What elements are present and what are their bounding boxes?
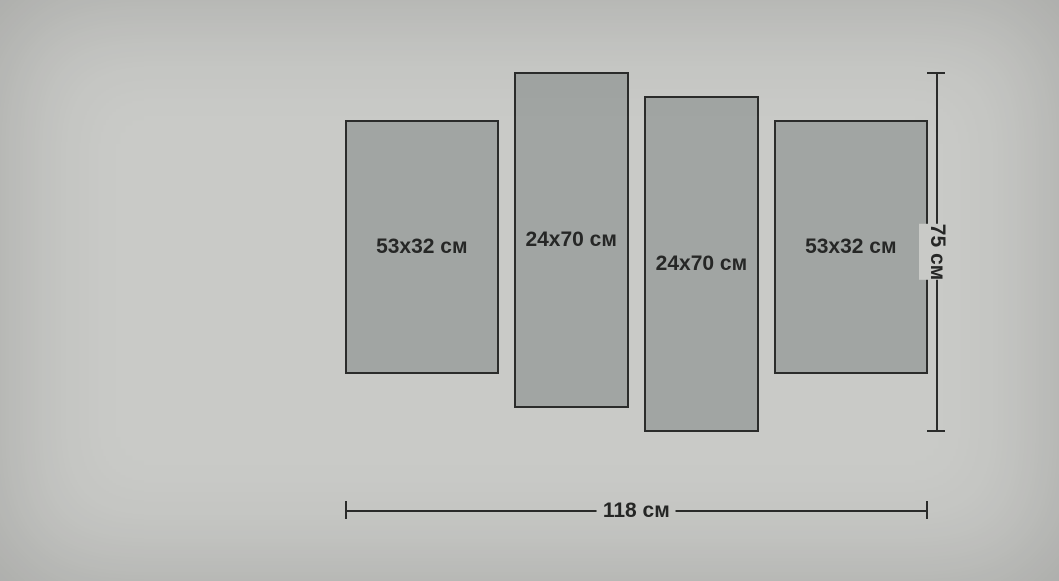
height-dim-label: 75 см (919, 224, 955, 280)
panel-2: 24x70 см (514, 72, 629, 408)
panel-1: 53x32 см (345, 120, 499, 374)
width-dim-label: 118 см (597, 499, 676, 523)
panel-2-label: 24x70 см (525, 228, 616, 252)
panel-1-label: 53x32 см (376, 235, 467, 259)
width-dim-tick-left (345, 501, 347, 519)
panel-4-label: 53x32 см (805, 235, 896, 259)
height-dim-top-extension (928, 72, 936, 74)
panel-3: 24x70 см (644, 96, 759, 432)
panel-3-label: 24x70 см (656, 252, 747, 276)
panel-4: 53x32 см (774, 120, 928, 374)
height-dim-bottom-extension (928, 430, 936, 432)
diagram-stage: 53x32 см 24x70 см 24x70 см 53x32 см 118 … (0, 0, 1059, 581)
width-dim-tick-right (926, 501, 928, 519)
